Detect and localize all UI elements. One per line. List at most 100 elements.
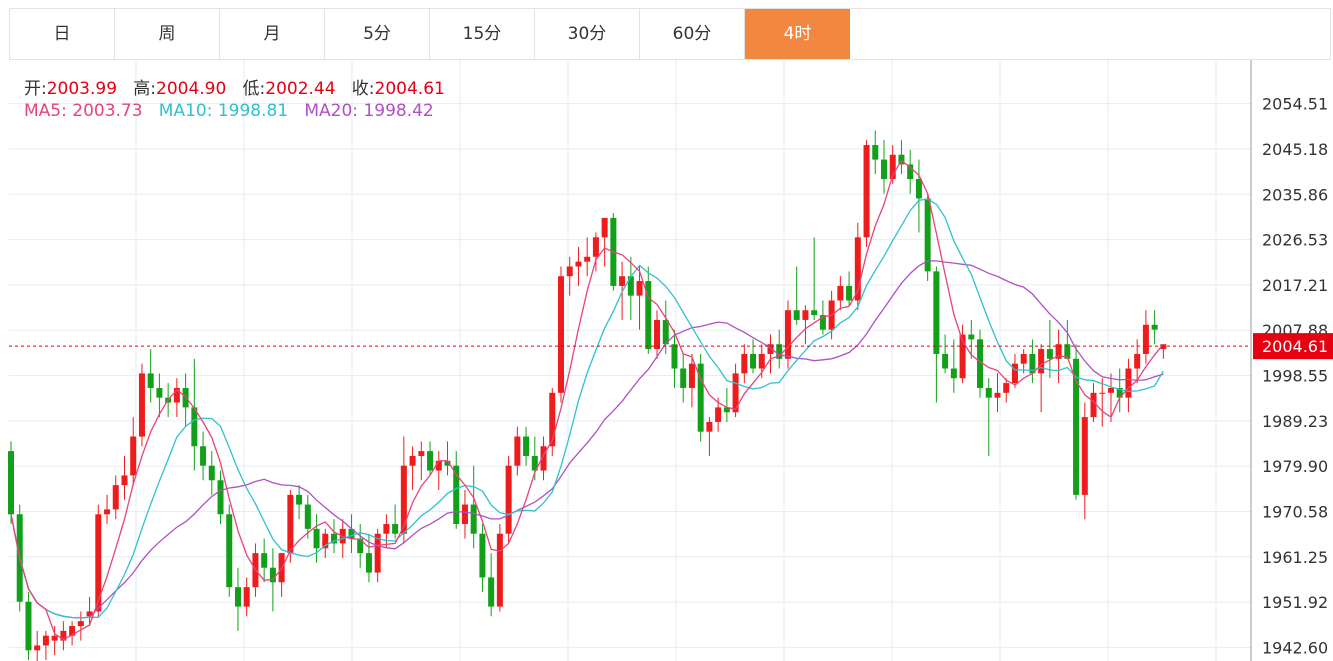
candle-body-99 (872, 145, 879, 160)
candle-body-22 (200, 446, 207, 466)
candle-body-95 (837, 285, 844, 301)
candle-body-123 (1081, 417, 1088, 495)
candle-body-3 (34, 645, 41, 651)
candle-body-11 (104, 509, 111, 515)
candle-body-76 (671, 344, 678, 369)
candle-body-78 (688, 363, 695, 388)
candle-body-127 (1116, 387, 1123, 398)
candle-body-112 (985, 387, 992, 398)
candle-body-53 (470, 504, 477, 534)
candle-body-39 (348, 528, 355, 539)
candle-body-118 (1038, 349, 1045, 374)
candle-body-62 (549, 392, 556, 447)
candle-body-115 (1011, 363, 1018, 384)
candle-body-80 (706, 421, 713, 432)
high-value: 2004.90 (156, 79, 227, 99)
y-tick-label: 2017.21 (1262, 276, 1328, 295)
candle-body-36 (322, 533, 329, 549)
y-tick-label: 1942.60 (1262, 638, 1328, 657)
candle-body-84 (741, 353, 748, 374)
candle-body-23 (208, 465, 215, 481)
high-label: 高: (133, 79, 156, 99)
tab-3[interactable]: 5分 (325, 9, 430, 59)
candle-body-63 (557, 276, 564, 393)
candle-body-102 (898, 154, 905, 165)
candle-body-7 (69, 626, 76, 636)
candle-body-132 (1160, 344, 1167, 350)
ma10-legend: MA10: 1998.81 (159, 101, 288, 121)
candle-body-37 (331, 533, 338, 544)
ma20-value: 1998.42 (363, 101, 434, 121)
candle-body-12 (112, 485, 119, 510)
candle-body-68 (601, 217, 608, 238)
candle-body-109 (959, 334, 966, 379)
candle-body-55 (488, 577, 495, 607)
y-tick-label: 1961.25 (1262, 548, 1328, 567)
y-tick-label: 1998.55 (1262, 367, 1328, 386)
ma10-line (10, 198, 1164, 619)
candle-body-60 (531, 455, 538, 471)
candle-body-98 (863, 145, 870, 238)
candle-body-125 (1099, 392, 1106, 394)
candle-body-64 (566, 266, 573, 277)
last-price-label: 2004.61 (1262, 337, 1328, 356)
candle-body-73 (645, 281, 652, 350)
candle-body-26 (234, 587, 241, 607)
candle-body-2 (25, 601, 32, 651)
candle-body-130 (1142, 324, 1149, 354)
tab-7[interactable]: 4时 (745, 9, 850, 59)
candle-body-129 (1134, 353, 1141, 369)
candle-body-56 (496, 533, 503, 607)
candle-body-93 (819, 315, 826, 330)
candle-body-42 (374, 533, 381, 573)
y-tick-label: 2035.86 (1262, 185, 1328, 204)
candle-body-5 (51, 635, 58, 641)
y-tick-label: 1989.23 (1262, 412, 1328, 431)
candle-body-86 (758, 353, 765, 369)
tab-2[interactable]: 月 (220, 9, 325, 59)
low-label: 低: (242, 79, 266, 99)
candle-body-83 (732, 373, 739, 413)
candle-body-70 (619, 276, 626, 286)
y-tick-label: 2026.53 (1262, 231, 1328, 250)
candle-body-113 (994, 392, 1001, 398)
candle-body-116 (1020, 353, 1027, 364)
tab-0[interactable]: 日 (10, 9, 115, 59)
candle-body-106 (933, 271, 940, 354)
candle-body-13 (121, 475, 128, 486)
ma5-value: 2003.73 (72, 101, 143, 121)
candle-body-122 (1073, 358, 1080, 495)
candle-body-91 (802, 310, 809, 320)
candle-body-81 (715, 407, 722, 422)
y-tick-label: 2045.18 (1262, 140, 1328, 159)
candle-body-88 (776, 344, 783, 359)
candle-body-8 (77, 621, 84, 627)
tab-5[interactable]: 30分 (535, 9, 640, 59)
candle-body-9 (86, 611, 93, 617)
open-value: 2003.99 (46, 79, 118, 99)
candle-body-97 (854, 237, 861, 301)
candle-body-119 (1046, 349, 1053, 359)
candle-body-41 (365, 553, 372, 573)
ma20-legend: MA20: 1998.42 (304, 101, 433, 121)
y-tick-label: 1970.58 (1262, 502, 1328, 521)
candle-body-104 (915, 179, 922, 199)
candle-body-126 (1107, 387, 1114, 393)
ma10-value: 1998.81 (217, 101, 289, 121)
candle-body-0 (8, 451, 14, 515)
candle-body-24 (217, 480, 224, 515)
ma-info: MA5: 2003.73 MA10: 1998.81 MA20: 1998.42 (24, 101, 434, 121)
candle-body-33 (296, 494, 303, 505)
candle-body-114 (1003, 383, 1010, 393)
candle-body-43 (383, 523, 390, 534)
candle-body-51 (453, 465, 460, 524)
candle-body-6 (60, 630, 67, 641)
tab-6[interactable]: 60分 (640, 9, 745, 59)
ma5-legend: MA5: 2003.73 (24, 101, 143, 121)
candle-body-96 (846, 285, 853, 301)
candle-body-47 (418, 451, 425, 456)
tab-4[interactable]: 15分 (430, 9, 535, 59)
candle-body-17 (156, 387, 163, 398)
tab-1[interactable]: 周 (115, 9, 220, 59)
candle-body-101 (889, 154, 896, 180)
